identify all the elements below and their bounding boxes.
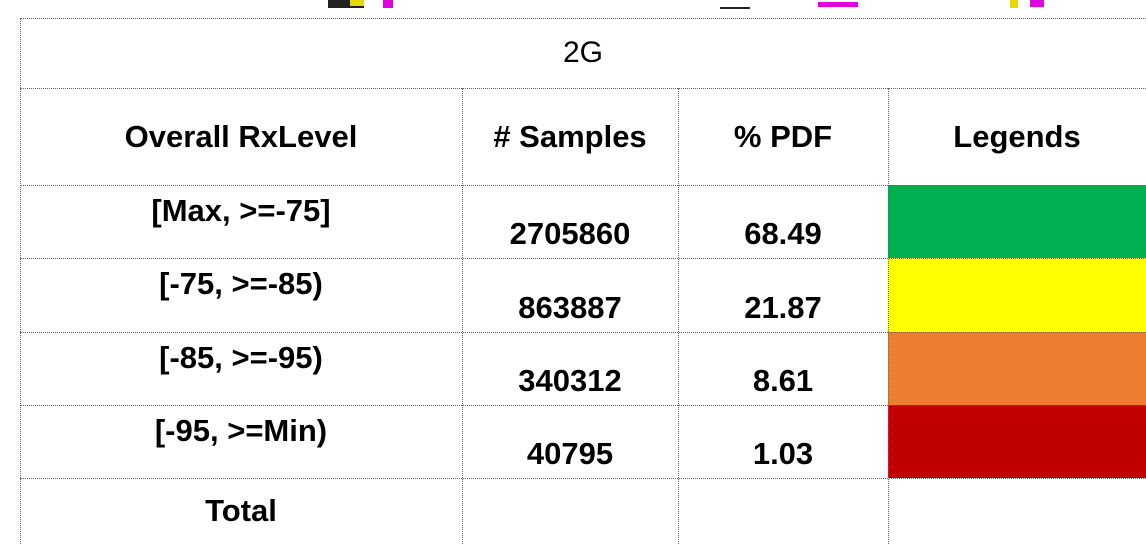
header-cell: Legends <box>953 118 1081 154</box>
grid-line <box>20 332 1146 333</box>
header-cell: Overall RxLevel <box>124 118 358 154</box>
range-cell: [-85, >=-95) <box>159 340 323 375</box>
decoration <box>818 2 858 7</box>
grid-line <box>20 18 21 544</box>
grid-line <box>20 405 1146 406</box>
grid-line <box>888 88 889 544</box>
table-title: 2G <box>562 36 604 69</box>
decoration <box>383 0 393 8</box>
range-cell: [-75, >=-85) <box>159 266 323 301</box>
decoration <box>720 0 750 9</box>
decoration <box>1010 0 1018 8</box>
legend-swatch <box>888 405 1146 478</box>
grid-line <box>462 88 463 544</box>
range-cell: [Max, >=-75] <box>151 193 331 228</box>
samples-cell: 40795 <box>526 436 614 471</box>
pdf-cell: 68.49 <box>744 216 822 251</box>
grid-line <box>20 258 1146 259</box>
legend-swatch <box>888 332 1146 405</box>
decoration <box>328 0 364 8</box>
header-cell: % PDF <box>733 118 833 154</box>
grid-line <box>20 18 1146 19</box>
pdf-cell: 8.61 <box>752 363 814 398</box>
samples-cell: 340312 <box>518 363 622 398</box>
grid-line <box>678 88 679 544</box>
samples-cell: 863887 <box>518 290 622 325</box>
decoration <box>350 0 364 6</box>
pdf-cell: 1.03 <box>752 436 814 471</box>
grid-line <box>20 88 1146 89</box>
header-cell: # Samples <box>493 118 647 154</box>
decoration <box>1030 0 1044 7</box>
range-cell: [-95, >=Min) <box>154 413 328 448</box>
total-cell: Total <box>205 493 277 528</box>
samples-cell: 2705860 <box>509 216 631 251</box>
legend-swatch <box>888 258 1146 332</box>
grid-line <box>20 185 1146 186</box>
grid-line <box>20 478 1146 479</box>
legend-swatch <box>888 185 1146 258</box>
pdf-cell: 21.87 <box>744 290 822 325</box>
